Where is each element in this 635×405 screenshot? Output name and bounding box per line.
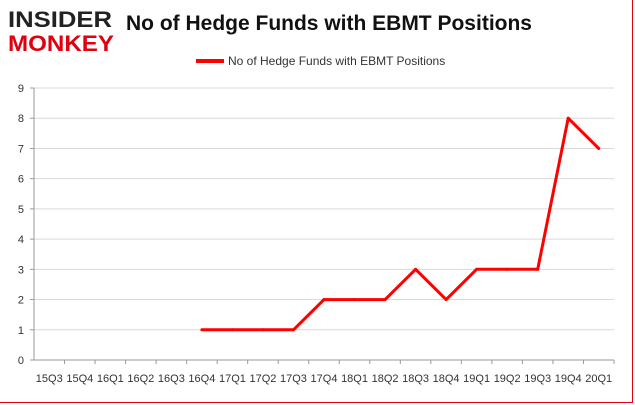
x-tick-label-15Q3: 15Q3 [36, 373, 63, 385]
x-tick-label-20Q1: 20Q1 [585, 373, 612, 385]
x-tick-label-16Q1: 16Q1 [97, 373, 124, 385]
y-tick-label-5: 5 [18, 204, 24, 216]
x-tick-label-15Q4: 15Q4 [66, 373, 93, 385]
x-tick-label-18Q2: 18Q2 [372, 373, 399, 385]
x-tick-label-19Q2: 19Q2 [494, 373, 521, 385]
y-tick-label-7: 7 [18, 143, 24, 155]
y-tick-label-0: 0 [18, 355, 24, 367]
series-lines [200, 116, 601, 332]
x-tick-label-18Q1: 18Q1 [341, 373, 368, 385]
x-tick-label-18Q3: 18Q3 [402, 373, 429, 385]
y-tick-label-3: 3 [18, 264, 24, 276]
data-point-16Q4 [200, 328, 204, 332]
y-tick-label-6: 6 [18, 174, 24, 186]
x-tick-label-17Q4: 17Q4 [311, 373, 338, 385]
x-tick-label-18Q4: 18Q4 [433, 373, 460, 385]
data-point-17Q1 [230, 328, 234, 332]
y-tick-label-9: 9 [18, 83, 24, 95]
data-point-18Q4 [444, 298, 448, 302]
x-tick-label-17Q2: 17Q2 [249, 373, 276, 385]
x-tick-label-19Q1: 19Q1 [463, 373, 490, 385]
x-tick-label-19Q4: 19Q4 [555, 373, 582, 385]
data-point-18Q1 [353, 298, 357, 302]
series-line-0 [201, 116, 600, 332]
y-tick-label-4: 4 [18, 234, 24, 246]
data-point-17Q3 [291, 328, 295, 332]
insider-monkey-logo: INSIDER MONKEY [8, 7, 114, 54]
y-tick-label-8: 8 [18, 113, 24, 125]
legend-label: No of Hedge Funds with EBMT Positions [228, 54, 445, 68]
data-point-17Q2 [261, 328, 265, 332]
axes [33, 88, 614, 361]
data-point-17Q4 [322, 298, 326, 302]
data-point-19Q3 [536, 267, 540, 271]
x-tick-label-19Q3: 19Q3 [524, 373, 551, 385]
data-point-19Q4 [566, 116, 570, 120]
logo-line-insider: INSIDER [8, 7, 112, 32]
data-point-19Q1 [475, 267, 479, 271]
data-point-20Q1 [597, 146, 601, 150]
data-point-18Q3 [414, 267, 418, 271]
x-tick-label-17Q1: 17Q1 [219, 373, 246, 385]
legend: No of Hedge Funds with EBMT Positions [196, 54, 445, 68]
x-tick-label-16Q2: 16Q2 [127, 373, 154, 385]
y-tick-label-1: 1 [18, 325, 24, 337]
data-point-18Q2 [383, 298, 387, 302]
gridlines [34, 87, 614, 331]
y-axis-ticks: 0 1 2 3 4 5 6 7 8 9 [18, 83, 34, 367]
logo-line-monkey: MONKEY [8, 31, 114, 54]
chart-title: No of Hedge Funds with EBMT Positions [126, 12, 532, 35]
y-tick-label-2: 2 [18, 295, 24, 307]
data-point-19Q2 [505, 267, 509, 271]
x-tick-label-16Q4: 16Q4 [188, 373, 215, 385]
x-axis-ticks: 15Q3 15Q4 16Q1 16Q2 16Q3 16Q4 17Q1 17Q2 17Q3 17Q4… [36, 360, 615, 385]
x-tick-label-16Q3: 16Q3 [158, 373, 185, 385]
x-tick-label-17Q3: 17Q3 [280, 373, 307, 385]
